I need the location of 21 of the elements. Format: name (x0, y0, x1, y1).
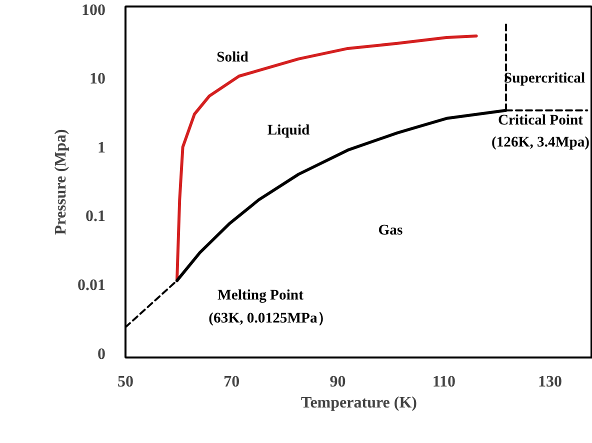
annotation: Solid (216, 50, 248, 66)
annotation: Melting Point (218, 288, 304, 304)
x-tick-label: 130 (538, 374, 562, 390)
x-axis-title: Temperature (K) (301, 394, 417, 412)
y-tick-label: 10 (90, 70, 106, 88)
annotation: (126K, 3.4Mpa) (491, 134, 590, 150)
annotation: (63K, 0.0125MPa） (208, 310, 332, 326)
x-tick-label: 90 (330, 374, 346, 390)
y-tick-label: 1 (98, 139, 106, 156)
x-tick-label: 110 (432, 374, 456, 390)
annotation: Gas (378, 222, 404, 238)
annotation: Supercritical (504, 70, 586, 86)
annotation: Critical Point (498, 112, 584, 128)
y-axis-title: Pressure (Mpa) (52, 129, 70, 235)
x-tick-label: 70 (224, 374, 240, 390)
y-tick-label: 0.01 (78, 277, 106, 294)
y-tick-label: 0.1 (86, 208, 106, 226)
annotation: Liquid (267, 122, 310, 138)
y-tick-label: 0 (98, 346, 106, 363)
x-tick-label: 50 (118, 374, 134, 390)
y-tick-label: 100 (82, 2, 106, 19)
